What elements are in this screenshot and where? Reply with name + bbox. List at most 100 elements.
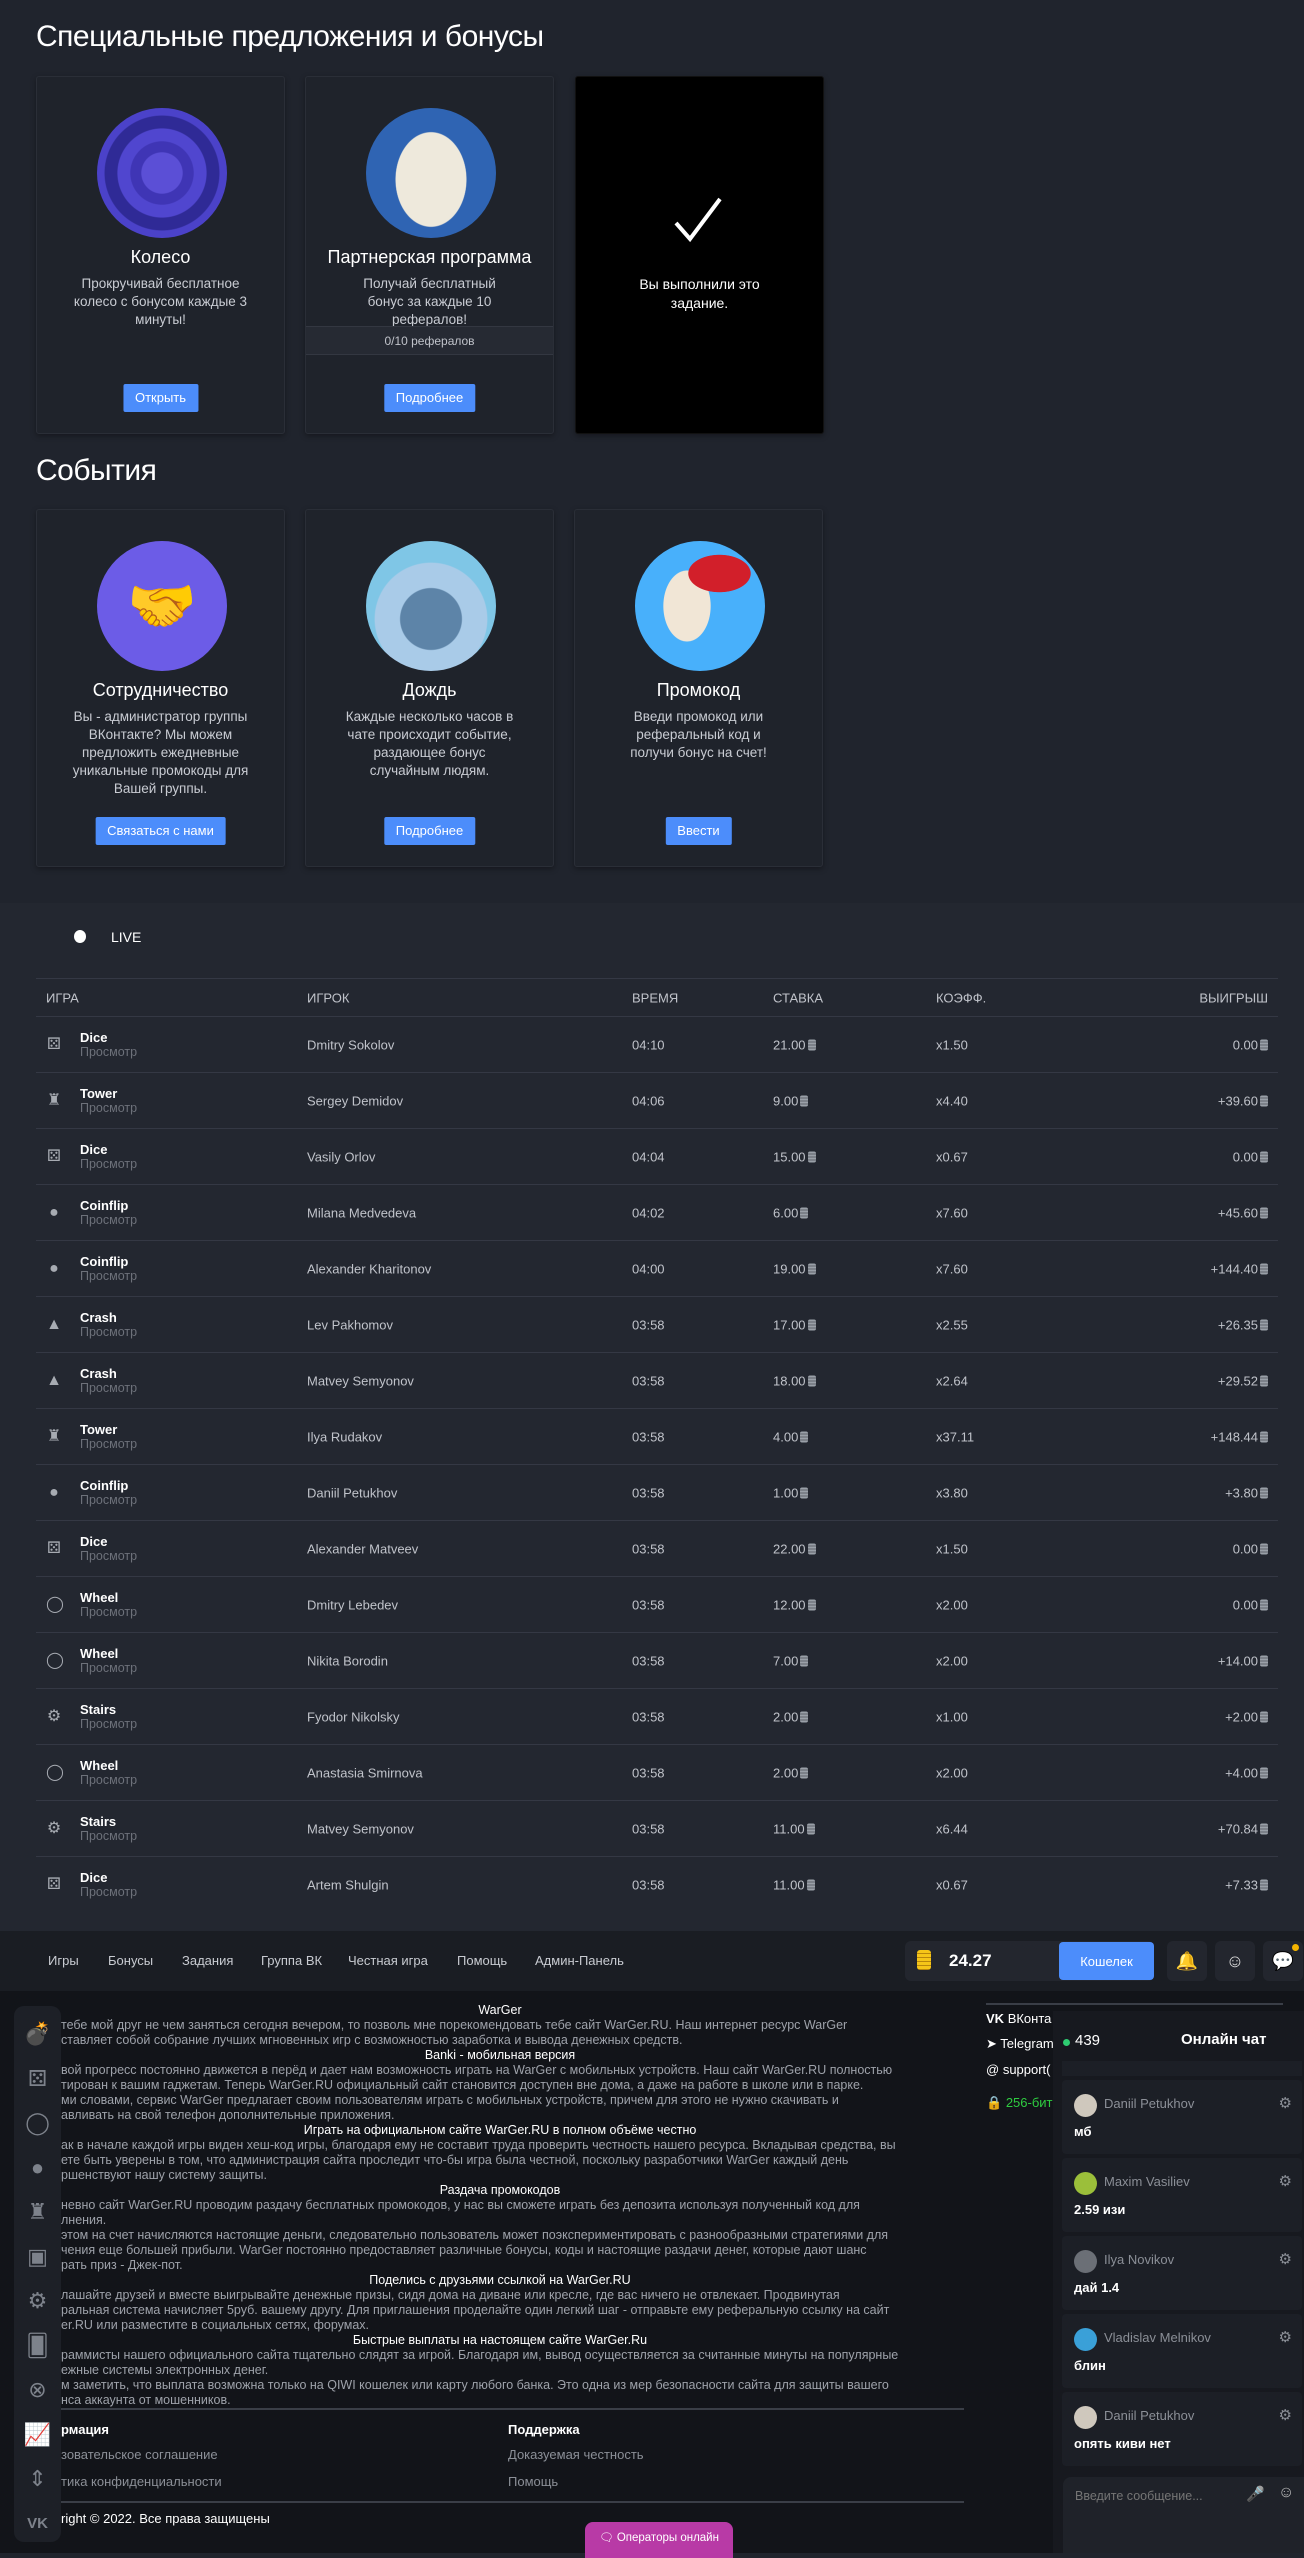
bet-amount: 15.00 bbox=[773, 1149, 806, 1164]
nav-vk-group[interactable]: Группа ВК bbox=[261, 1953, 323, 1968]
gear-icon[interactable]: ⚙ bbox=[1278, 2407, 1292, 2424]
blackjack-icon[interactable]: 🂠 bbox=[26, 2332, 49, 2358]
about-heading: Играть на официальном сайте WarGer.RU в … bbox=[303, 2123, 697, 2137]
coefficient: x2.55 bbox=[936, 1317, 968, 1332]
support-email-link[interactable]: @ support( bbox=[986, 2062, 1051, 2077]
view-link[interactable]: Просмотр bbox=[80, 1604, 138, 1619]
game-name: Wheel bbox=[80, 1757, 119, 1773]
chat-message-input[interactable] bbox=[1063, 2485, 1243, 2507]
gear-icon[interactable]: ⚙ bbox=[1278, 2329, 1292, 2346]
dice-icon: ⚄ bbox=[47, 1147, 61, 1165]
nav-games[interactable]: Игры bbox=[48, 1953, 79, 1968]
coefficient: x4.40 bbox=[936, 1093, 968, 1108]
message-author[interactable]: Ilya Novikov bbox=[1104, 2252, 1175, 2267]
message-author[interactable]: Maxim Vasiliev bbox=[1104, 2174, 1190, 2189]
rain-details-button[interactable]: Подробнее bbox=[383, 817, 476, 845]
gear-icon[interactable]: ⚙ bbox=[1278, 2095, 1292, 2112]
avatar[interactable] bbox=[1074, 2094, 1097, 2117]
contact-us-button[interactable]: Связаться с нами bbox=[95, 817, 226, 845]
user-agreement-link[interactable]: зовательское соглашение bbox=[61, 2447, 218, 2462]
col-player: ИГРОК bbox=[307, 990, 350, 1005]
emoji-icon[interactable]: ☺ bbox=[1278, 2484, 1295, 2501]
col-time: ВРЕМЯ bbox=[632, 990, 679, 1005]
avatar[interactable] bbox=[1074, 2172, 1097, 2195]
coinflip-icon[interactable]: ● bbox=[30, 2154, 45, 2180]
gear-icon[interactable]: ⚙ bbox=[1278, 2173, 1292, 2190]
dice-icon: ⚄ bbox=[47, 1035, 61, 1053]
win-amount: 0.00 bbox=[1232, 1037, 1258, 1052]
view-link[interactable]: Просмотр bbox=[80, 1268, 138, 1283]
hilo-icon[interactable]: ⇕ bbox=[28, 2466, 47, 2491]
user-icon[interactable]: ☺ bbox=[1215, 1941, 1255, 1981]
nav-admin-panel[interactable]: Админ-Панель bbox=[535, 1953, 624, 1968]
coefficient: x2.00 bbox=[936, 1653, 968, 1668]
view-link[interactable]: Просмотр bbox=[80, 1548, 138, 1563]
partner-card: Партнерская программа Получай бесплатный… bbox=[305, 76, 554, 434]
nav-tasks[interactable]: Задания bbox=[182, 1953, 234, 1968]
microphone-icon[interactable]: 🎤 bbox=[1246, 2486, 1265, 2503]
about-paragraph: ете быть уверены в том, что администраци… bbox=[61, 2153, 849, 2167]
nav-fair-game[interactable]: Честная игра bbox=[348, 1953, 428, 1968]
message-author[interactable]: Daniil Petukhov bbox=[1104, 2408, 1195, 2423]
view-link[interactable]: Просмотр bbox=[80, 1492, 138, 1507]
message-author[interactable]: Daniil Petukhov bbox=[1104, 2096, 1195, 2111]
keno-icon[interactable]: ▣ bbox=[27, 2243, 48, 2269]
view-link[interactable]: Просмотр bbox=[80, 1772, 138, 1787]
game-name: Dice bbox=[80, 1533, 108, 1549]
view-link[interactable]: Просмотр bbox=[80, 1324, 138, 1339]
nav-bonuses[interactable]: Бонусы bbox=[108, 1953, 154, 1968]
telegram-link[interactable]: ➤ Telegram bbox=[986, 2036, 1054, 2051]
avatar[interactable] bbox=[1074, 2406, 1097, 2429]
view-link[interactable]: Просмотр bbox=[80, 1100, 138, 1115]
bomb-icon[interactable]: 💣 bbox=[23, 2021, 52, 2046]
view-link[interactable]: Просмотр bbox=[80, 1660, 138, 1675]
dice-icon[interactable]: ⚄ bbox=[27, 2065, 48, 2091]
chat-toggle-icon[interactable]: 💬 bbox=[1263, 1941, 1303, 1981]
coefficient: x6.44 bbox=[936, 1821, 968, 1836]
vk-icon[interactable]: VK bbox=[27, 2514, 48, 2532]
player-name: Sergey Demidov bbox=[307, 1093, 404, 1108]
privacy-policy-link[interactable]: тика конфиденциальности bbox=[61, 2474, 222, 2489]
view-link[interactable]: Просмотр bbox=[80, 1156, 138, 1171]
open-wheel-button[interactable]: Открыть bbox=[122, 384, 199, 412]
balance-value: 24.27 bbox=[949, 1951, 992, 1970]
bet-amount: 7.00 bbox=[773, 1653, 799, 1668]
view-link[interactable]: Просмотр bbox=[80, 1828, 138, 1843]
view-link[interactable]: Просмотр bbox=[80, 1044, 138, 1059]
message-text: 2.59 изи bbox=[1074, 2202, 1126, 2217]
view-link[interactable]: Просмотр bbox=[80, 1212, 138, 1227]
vk-link[interactable]: VK ВКонта bbox=[986, 2011, 1052, 2026]
view-link[interactable]: Просмотр bbox=[80, 1436, 138, 1451]
contacts: VK ВКонта ➤ Telegram @ support( 🔒 256-би… bbox=[986, 2011, 1054, 2121]
avatar[interactable] bbox=[1074, 2328, 1097, 2351]
enter-promo-button[interactable]: Ввести bbox=[665, 817, 732, 845]
provable-fairness-link[interactable]: Доказуемая честность bbox=[508, 2447, 644, 2462]
bet-time: 03:58 bbox=[632, 1317, 665, 1332]
roulette-icon[interactable]: ⊗ bbox=[28, 2377, 47, 2402]
coins-icon bbox=[917, 1950, 931, 1970]
partner-details-button[interactable]: Подробнее bbox=[383, 384, 476, 412]
view-link[interactable]: Просмотр bbox=[80, 1380, 138, 1395]
message-author[interactable]: Vladislav Melnikov bbox=[1104, 2330, 1211, 2345]
about-paragraph: вой прогресс постоянно движется в перёд … bbox=[61, 2063, 893, 2077]
coin-icon bbox=[1260, 1151, 1268, 1162]
bell-icon[interactable]: 🔔 bbox=[1167, 1941, 1207, 1981]
coin-icon bbox=[807, 1599, 816, 1610]
coin-icon bbox=[1260, 1711, 1268, 1722]
coin-icon bbox=[800, 1767, 809, 1778]
help-link[interactable]: Помощь bbox=[508, 2474, 559, 2489]
wheel-icon[interactable]: ◯ bbox=[25, 2110, 50, 2135]
view-link[interactable]: Просмотр bbox=[80, 1716, 138, 1731]
stairs-icon[interactable]: ⚙ bbox=[27, 2288, 48, 2313]
view-link[interactable]: Просмотр bbox=[80, 1884, 138, 1899]
about-paragraph: ршенствуют нашу систему защиты. bbox=[61, 2168, 267, 2182]
crash-icon[interactable]: 📈 bbox=[23, 2421, 52, 2447]
avatar[interactable] bbox=[1074, 2250, 1097, 2273]
table-row: ⚄ Dice Просмотр Artem Shulgin 03:58 11.00… bbox=[36, 1856, 1278, 1912]
gear-icon[interactable]: ⚙ bbox=[1278, 2251, 1292, 2268]
wallet-button[interactable]: Кошелек bbox=[1059, 1942, 1154, 1980]
tower-icon[interactable]: ♜ bbox=[27, 2199, 48, 2224]
operators-online-button[interactable]: 🗨 Операторы онлайн bbox=[585, 2522, 733, 2558]
nav-help[interactable]: Помощь bbox=[457, 1953, 508, 1968]
message-text: блин bbox=[1074, 2358, 1106, 2373]
